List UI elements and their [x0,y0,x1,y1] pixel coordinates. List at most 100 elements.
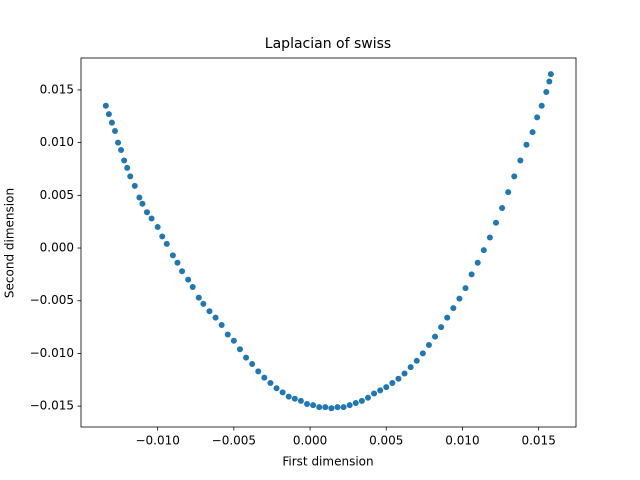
point [279,389,286,396]
point [267,379,274,386]
point [529,129,536,136]
point [505,189,512,196]
point [169,252,176,259]
x-tick-label: −0.010 [135,434,179,448]
point [121,157,128,164]
point [273,385,280,392]
point [413,357,420,364]
x-tick-label: 0.010 [445,434,479,448]
point [224,331,231,338]
y-tick-label: −0.015 [30,399,74,413]
point [523,141,530,148]
point [131,182,138,189]
point [115,139,122,146]
point [346,402,353,409]
point [255,368,262,375]
point [185,276,192,283]
point [139,200,146,207]
point [511,173,518,180]
point [118,147,125,154]
point [143,209,150,216]
y-tick-label: 0.010 [40,135,74,149]
point [546,78,553,85]
point [499,204,506,211]
y-tick-label: 0.015 [40,82,74,96]
point [517,157,524,164]
plot-frame [80,57,577,428]
point [230,337,237,344]
point [297,397,304,404]
point [395,375,402,382]
point [200,300,207,307]
x-tick-label: −0.005 [212,434,256,448]
point [456,295,463,302]
y-axis-label: Second dimension [3,188,17,298]
point [340,404,347,411]
x-tick-label: 0.000 [293,434,327,448]
point [480,247,487,254]
point [377,387,384,394]
point [407,364,414,371]
point [334,404,341,411]
point [261,374,268,381]
point [236,346,243,353]
x-tick-label: 0.005 [369,434,403,448]
point [316,404,323,411]
x-tick-label: 0.015 [521,434,555,448]
point [486,234,493,241]
point [179,268,186,275]
point [195,294,202,301]
point [212,314,219,321]
point [474,259,481,266]
point [543,89,550,96]
point [154,223,161,230]
point [389,379,396,386]
point [108,119,115,126]
point [163,240,170,247]
point [419,350,426,357]
point [310,402,317,409]
point [159,233,166,240]
point [127,173,134,180]
point [304,401,311,408]
point [383,384,390,391]
point [291,395,298,402]
point [358,397,365,404]
point [218,321,225,328]
point [124,164,131,171]
point [425,342,432,348]
point [322,404,329,411]
point [243,354,250,361]
point [285,393,292,400]
point [364,394,371,401]
point [371,390,378,397]
y-tick-label: 0.005 [40,188,74,202]
point [468,271,475,278]
point [328,405,335,412]
point [462,285,469,292]
point [547,71,554,78]
point [206,308,213,315]
y-tick-label: −0.005 [30,293,74,307]
point [352,399,359,406]
point [174,259,181,266]
point [111,128,118,135]
point [538,102,545,109]
point [148,215,155,222]
y-tick-label: −0.010 [30,346,74,360]
point [249,360,256,367]
point [450,305,457,312]
y-tick-label: 0.000 [40,241,74,255]
point [136,194,143,201]
chart-title: Laplacian of swiss [265,36,391,52]
point [102,102,109,109]
point [444,314,451,321]
point [189,284,196,291]
point [534,114,541,121]
point [492,219,499,226]
point [438,324,445,331]
point [105,111,112,118]
point [432,333,439,340]
point [401,370,408,377]
